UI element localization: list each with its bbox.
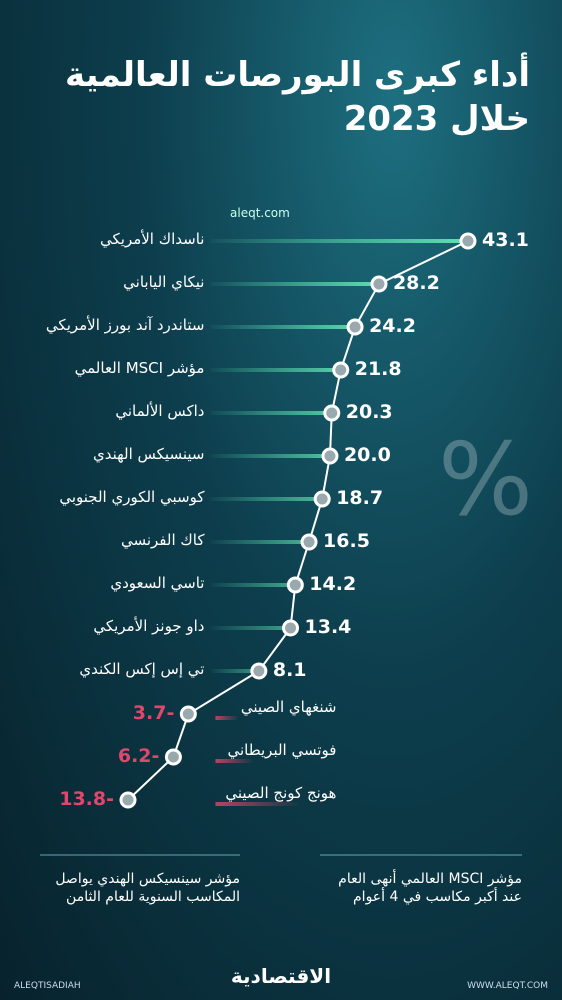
dot	[164, 748, 182, 766]
category-label: فوتسي البريطاني	[227, 741, 337, 759]
bar	[210, 368, 341, 372]
annotation: مؤشر سينسيكس الهندي يواصل المكاسب السنوي…	[55, 871, 240, 906]
dot	[346, 318, 364, 336]
bar	[215, 716, 238, 720]
source: aleqt.com	[230, 206, 290, 220]
bar	[210, 626, 291, 630]
value-label: 28.2	[392, 272, 440, 294]
dot	[332, 361, 350, 379]
category-label: شنغهاي الصيني	[240, 698, 337, 716]
bar	[210, 669, 259, 673]
category-label: سينسيكس الهندي	[92, 445, 205, 463]
category-label: كوسبي الكوري الجنوبي	[59, 488, 205, 506]
bar	[210, 454, 330, 458]
bar	[215, 802, 298, 806]
chart-title: خلال 2023	[343, 99, 530, 139]
dot	[286, 576, 304, 594]
percent-symbol: %	[438, 421, 534, 538]
dot	[370, 275, 388, 293]
category-label: تاسي السعودي	[110, 574, 205, 592]
dot	[313, 490, 331, 508]
bar	[210, 239, 469, 243]
dot	[282, 619, 300, 637]
value-label: 21.8	[354, 358, 402, 380]
dot	[179, 705, 197, 723]
bar	[215, 759, 253, 763]
value-label: 20.0	[343, 444, 391, 466]
dot	[459, 232, 477, 250]
category-label: ستاندرد آند بورز الأمريكي	[45, 316, 205, 334]
logo: الاقتصادية	[230, 964, 332, 988]
annotation: مؤشر MSCI العالمي أنهى العام عند أكبر مك…	[338, 871, 522, 906]
bar	[210, 497, 323, 501]
value-label: 8.1	[272, 659, 307, 681]
category-label: داو جونز الأمريكي	[93, 617, 205, 635]
bar	[210, 282, 379, 286]
value-label: 20.3	[345, 401, 393, 423]
category-label: كاك الفرنسي	[120, 531, 205, 549]
value-label: 43.1	[482, 229, 529, 251]
category-label: نيكاي الياباني	[123, 273, 205, 291]
bar	[210, 540, 310, 544]
footer-website: WWW.ALEQT.COM	[467, 981, 548, 991]
category-label: ناسداك الأمريكي	[99, 230, 205, 248]
value-label: 13.4	[304, 616, 352, 638]
value-label: 18.7	[336, 487, 384, 509]
chart-title: أداء كبرى البورصات العالمية	[64, 55, 530, 95]
bar	[210, 583, 296, 587]
category-label: داكس الألماني	[115, 402, 205, 420]
value-label: -3.7	[132, 702, 175, 724]
dot	[300, 533, 318, 551]
category-label: هونج كونج الصيني	[225, 784, 337, 802]
category-label: تي إس إكس الكندي	[79, 660, 205, 678]
value-label: 16.5	[323, 530, 370, 552]
value-label: 24.2	[369, 315, 416, 337]
value-label: -6.2	[117, 745, 160, 767]
value-label: 14.2	[309, 573, 357, 595]
dot	[250, 662, 268, 680]
category-label: مؤشر MSCI العالمي	[74, 359, 205, 377]
value-label: -13.8	[59, 788, 114, 810]
bar	[210, 325, 356, 329]
footer-handle: ALEQTISADIAH	[14, 981, 81, 991]
bar	[210, 411, 332, 415]
dot	[321, 447, 339, 465]
dot	[323, 404, 341, 422]
dot	[119, 791, 137, 809]
